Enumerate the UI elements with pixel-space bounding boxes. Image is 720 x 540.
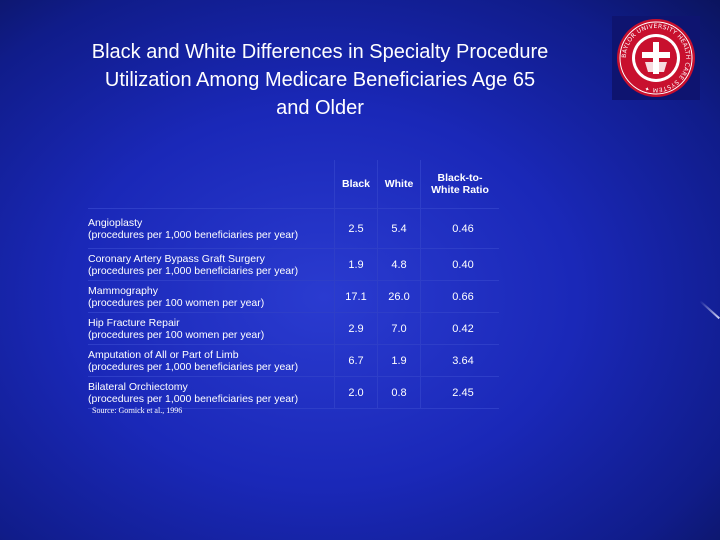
table-row: Angioplasty (procedures per 1,000 benefi… [88,208,499,249]
slide-title: Black and White Differences in Specialty… [30,38,610,122]
procedure-unit: (procedures per 100 women per year) [88,328,265,341]
header-black: Black [334,160,378,209]
procedure-name: Bilateral Orchiectomy [88,380,188,393]
white-value: 5.4 [377,208,421,249]
white-value: 26.0 [377,280,421,313]
header-ratio: Black-to- White Ratio [420,160,499,209]
ratio-value: 3.64 [420,344,499,377]
white-value: 1.9 [377,344,421,377]
table-row: Bilateral Orchiectomy (procedures per 1,… [88,376,499,409]
procedure-utilization-table: Black White Black-to- White Ratio Angiop… [88,160,499,409]
black-value: 2.5 [334,208,378,249]
slide-title-line-2: Utilization Among Medicare Beneficiaries… [104,69,536,91]
procedure-unit: (procedures per 1,000 beneficiaries per … [88,228,299,241]
header-procedure [88,160,335,209]
procedure-name: Amputation of All or Part of Limb [88,348,239,361]
black-value: 2.0 [334,376,378,409]
procedure-cell: Mammography (procedures per 100 women pe… [88,280,335,313]
procedure-cell: Coronary Artery Bypass Graft Surgery (pr… [88,248,335,281]
black-value: 1.9 [334,248,378,281]
table-row: Amputation of All or Part of Limb (proce… [88,344,499,377]
table-source-note: Source: Gornick et al., 1996 [92,406,183,415]
slide-title-line-1: Black and White Differences in Specialty… [91,41,549,63]
white-value: 7.0 [377,312,421,345]
black-value: 2.9 [334,312,378,345]
slide-title-line-3: and Older [276,97,364,119]
procedure-name: Mammography [88,284,159,297]
procedure-cell: Angioplasty (procedures per 1,000 benefi… [88,208,335,249]
procedure-cell: Bilateral Orchiectomy (procedures per 1,… [88,376,335,409]
procedure-name: Coronary Artery Bypass Graft Surgery [88,252,265,265]
university-seal-logo: BAYLOR UNIVERSITY HEALTH CARE SYSTEM ✦ [612,16,700,100]
black-value: 17.1 [334,280,378,313]
procedure-cell: Hip Fracture Repair (procedures per 100 … [88,312,335,345]
table-row: Coronary Artery Bypass Graft Surgery (pr… [88,248,499,281]
procedure-unit: (procedures per 1,000 beneficiaries per … [88,392,299,405]
ratio-value: 0.40 [420,248,499,281]
white-value: 0.8 [377,376,421,409]
ratio-value: 2.45 [420,376,499,409]
header-ratio-line-1: Black-to- [437,172,483,184]
procedure-unit: (procedures per 100 women per year) [88,296,265,309]
decorative-light-streak [699,300,720,320]
ratio-value: 0.46 [420,208,499,249]
black-value: 6.7 [334,344,378,377]
procedure-unit: (procedures per 1,000 beneficiaries per … [88,264,299,277]
white-value: 4.8 [377,248,421,281]
ratio-value: 0.66 [420,280,499,313]
ratio-value: 0.42 [420,312,499,345]
procedure-unit: (procedures per 1,000 beneficiaries per … [88,360,299,373]
table-header-row: Black White Black-to- White Ratio [88,160,499,209]
procedure-cell: Amputation of All or Part of Limb (proce… [88,344,335,377]
table-row: Mammography (procedures per 100 women pe… [88,280,499,313]
procedure-name: Angioplasty [88,216,143,229]
procedure-name: Hip Fracture Repair [88,316,180,329]
header-ratio-line-2: White Ratio [431,184,489,196]
table-row: Hip Fracture Repair (procedures per 100 … [88,312,499,345]
header-white: White [377,160,421,209]
